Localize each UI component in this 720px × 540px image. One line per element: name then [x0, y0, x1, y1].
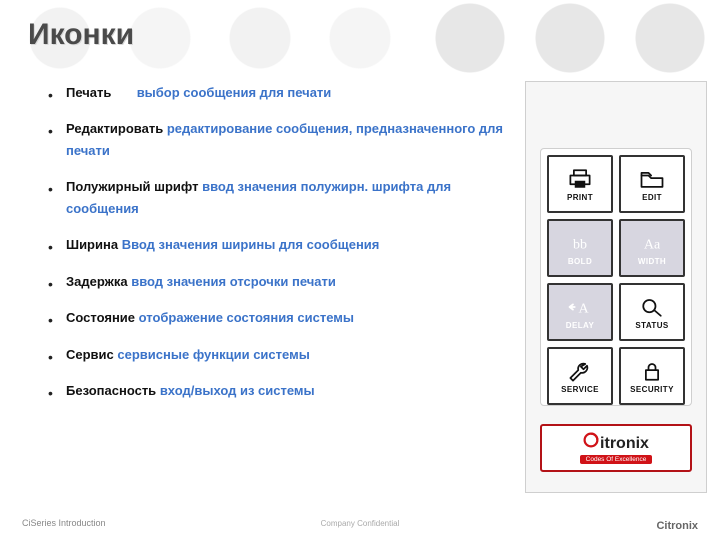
security-tile[interactable]: SECURITY — [619, 347, 685, 405]
bullet-desc: сервисные функции системы — [117, 347, 309, 362]
wrench-icon — [565, 359, 595, 383]
brand-name: itronix — [583, 432, 649, 453]
brand-tagline: Codes Of Excellence — [580, 455, 653, 464]
delayA-icon: A — [565, 295, 595, 319]
bullet-label: Задержка — [66, 274, 128, 289]
bullet-label: Печать — [66, 85, 111, 100]
bullet-item: •Задержка ввод значения отсрочки печати — [48, 271, 508, 292]
bullet-item: •Состояние отображение состояния системы — [48, 307, 508, 328]
svg-text:bb: bb — [573, 237, 587, 252]
printer-icon — [565, 167, 595, 191]
tile-caption: DELAY — [566, 321, 594, 330]
bullet-mark: • — [48, 178, 53, 201]
lock-icon — [637, 359, 667, 383]
bullet-desc: выбор сообщения для печати — [137, 85, 332, 100]
bullet-item: •Редактировать редактирование сообщения,… — [48, 118, 508, 161]
bullet-item: •Сервис сервисные функции системы — [48, 344, 508, 365]
bullet-desc: вход/выход из системы — [160, 383, 315, 398]
Aa-icon: Aa — [637, 231, 667, 255]
bullet-label: Сервис — [66, 347, 114, 362]
bullet-item: •Безопасность вход/выход из системы — [48, 380, 508, 401]
tile-caption: SECURITY — [630, 385, 674, 394]
icon-panel: PRINT EDIT bb BOLD Aa WIDTH A DELAY STATUS SERVIC… — [526, 82, 706, 492]
service-tile[interactable]: SERVICE — [547, 347, 613, 405]
bullet-item: •Полужирный шрифт ввод значения полужирн… — [48, 176, 508, 219]
tile-caption: STATUS — [635, 321, 668, 330]
footer-center: Company Confidential — [0, 519, 720, 528]
print-tile[interactable]: PRINT — [547, 155, 613, 213]
bold-tile[interactable]: bb BOLD — [547, 219, 613, 277]
tile-caption: PRINT — [567, 193, 593, 202]
brand-swirl — [583, 432, 600, 448]
bullet-mark: • — [48, 382, 53, 405]
tile-caption: EDIT — [642, 193, 662, 202]
bullet-label: Состояние — [66, 310, 135, 325]
brand-box: itronix Codes Of Excellence — [540, 424, 692, 472]
bullet-label: Ширина — [66, 237, 118, 252]
bullet-mark: • — [48, 120, 53, 143]
bullet-desc: отображение состояния системы — [139, 310, 354, 325]
footer-right: Citronix — [656, 520, 698, 532]
bullet-desc: Ввод значения ширины для сообщения — [122, 237, 380, 252]
status-tile[interactable]: STATUS — [619, 283, 685, 341]
magnify-icon — [637, 295, 667, 319]
bullet-mark: • — [48, 309, 53, 332]
slide: Иконки •Печать выбор сообщения для печат… — [0, 0, 720, 540]
bullet-item: •Печать выбор сообщения для печати — [48, 82, 508, 103]
svg-text:Aa: Aa — [644, 237, 661, 252]
bullet-mark: • — [48, 273, 53, 296]
bullet-label: Безопасность — [66, 383, 156, 398]
delay-tile[interactable]: A DELAY — [547, 283, 613, 341]
tile-caption: WIDTH — [638, 257, 666, 266]
bullet-mark: • — [48, 346, 53, 369]
bullet-mark: • — [48, 236, 53, 259]
svg-text:A: A — [578, 301, 589, 316]
bullet-list: •Печать выбор сообщения для печати•Редак… — [48, 82, 508, 416]
width-tile[interactable]: Aa WIDTH — [619, 219, 685, 277]
bullet-item: •Ширина Ввод значения ширины для сообщен… — [48, 234, 508, 255]
folder-icon — [637, 167, 667, 191]
page-title: Иконки — [28, 18, 134, 52]
bullet-label: Полужирный шрифт — [66, 179, 198, 194]
bullet-mark: • — [48, 84, 53, 107]
bullet-desc: ввод значения отсрочки печати — [131, 274, 336, 289]
bullet-label: Редактировать — [66, 121, 163, 136]
tile-caption: BOLD — [568, 257, 592, 266]
bb-icon: bb — [565, 231, 595, 255]
tile-caption: SERVICE — [561, 385, 599, 394]
icon-grid: PRINT EDIT bb BOLD Aa WIDTH A DELAY STATUS SERVIC… — [540, 148, 692, 406]
edit-tile[interactable]: EDIT — [619, 155, 685, 213]
brand-name-text: itronix — [600, 435, 649, 452]
